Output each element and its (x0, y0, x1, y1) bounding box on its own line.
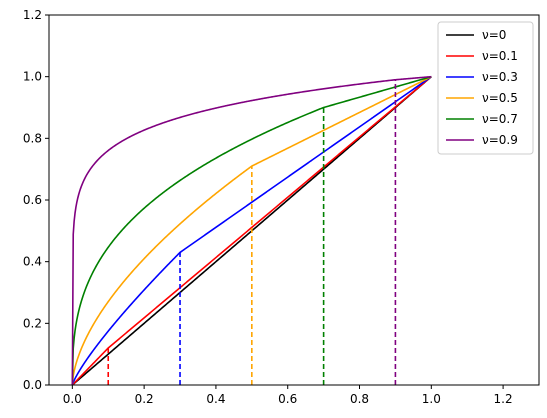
y-tick-label: 1.0 (23, 70, 42, 84)
x-tick-label: 1.2 (494, 392, 513, 406)
y-axis: 0.0 0.2 0.4 0.6 0.8 1.0 1.2 (23, 8, 49, 392)
y-tick-label: 1.2 (23, 8, 42, 22)
legend-label: ν=0.3 (482, 70, 518, 84)
legend-box (437, 21, 534, 155)
plot-area (71, 75, 432, 386)
y-tick-label: 0.2 (23, 316, 42, 330)
y-tick-label: 0.0 (23, 378, 42, 392)
x-tick-label: 0.4 (206, 392, 225, 406)
series-line-1 (71, 76, 432, 386)
x-tick-label: 0.8 (350, 392, 369, 406)
x-tick-label: 1.0 (422, 392, 441, 406)
x-tick-label: 0.2 (135, 392, 154, 406)
legend-label: ν=0.7 (482, 112, 518, 126)
series-line-5 (71, 75, 432, 386)
y-tick-label: 0.6 (23, 193, 42, 207)
legend-label: ν=0 (482, 28, 506, 42)
legend-label: ν=0.1 (482, 49, 518, 63)
x-axis: 0.0 0.2 0.4 0.6 0.8 1.0 1.2 (63, 385, 513, 406)
series-line-2 (71, 76, 432, 386)
x-tick-label: 0.0 (63, 392, 82, 406)
legend-label: ν=0.9 (482, 133, 518, 147)
series-line-4 (71, 75, 432, 386)
series-line-3 (71, 75, 432, 386)
legend-label: ν=0.5 (482, 91, 518, 105)
x-tick-label: 0.6 (278, 392, 297, 406)
y-tick-label: 0.8 (23, 131, 42, 145)
legend: ν=0 ν=0.1 ν=0.3 ν=0.5 ν=0.7 ν=0.9 (437, 21, 534, 155)
y-tick-label: 0.4 (23, 255, 42, 269)
